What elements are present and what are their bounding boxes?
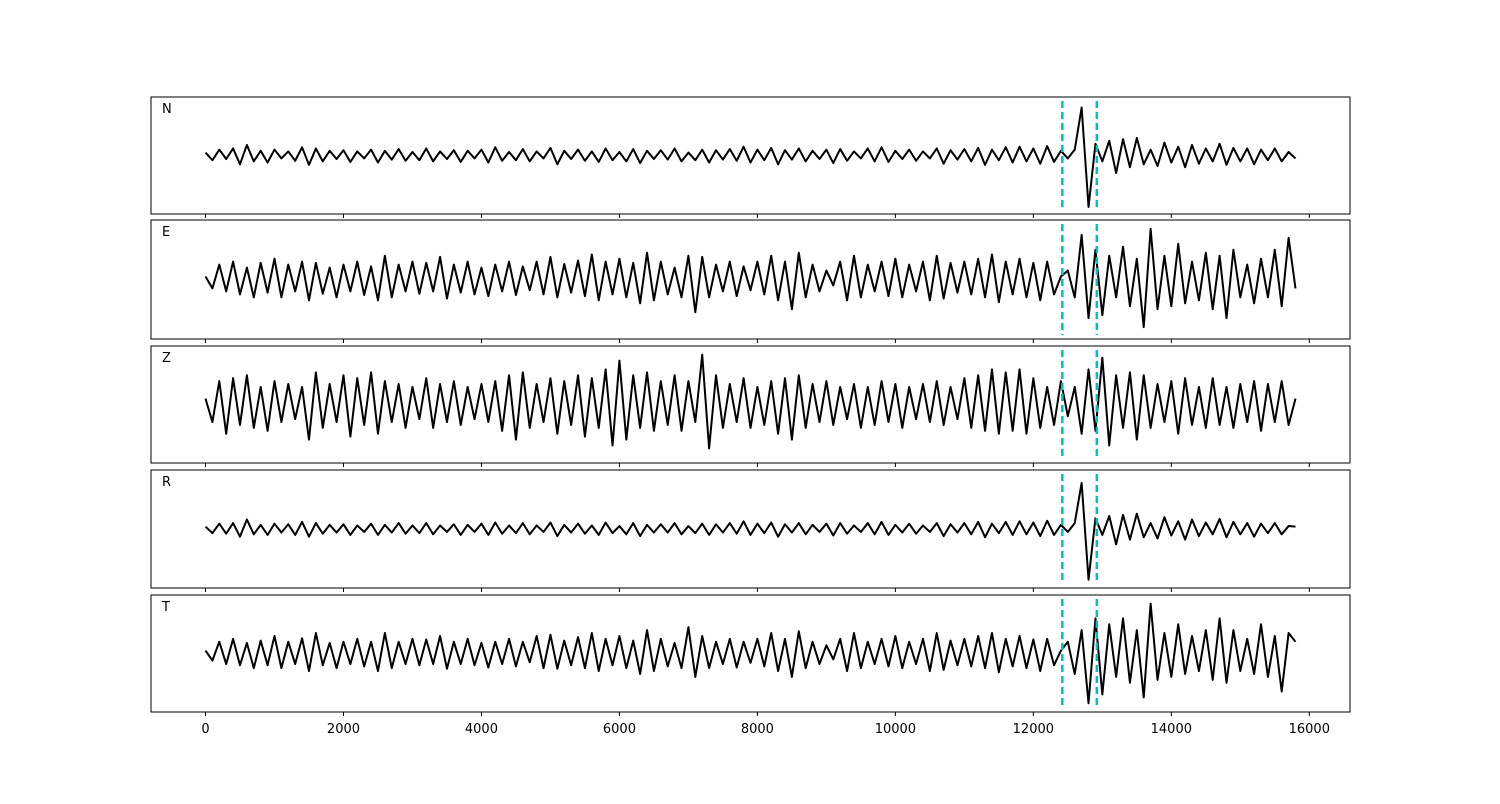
x-tick-label: 2000: [327, 722, 360, 737]
x-tick-label: 12000: [1013, 722, 1054, 737]
panel-label: T: [161, 600, 170, 615]
x-tick-label: 14000: [1151, 722, 1192, 737]
trace: [204, 227, 1297, 329]
x-tick-label: 16000: [1289, 722, 1330, 737]
x-tick-label: 0: [201, 722, 209, 737]
x-tick-label: 6000: [603, 722, 636, 737]
panel-frame: [150, 96, 1351, 215]
panel-frame: [150, 469, 1351, 589]
trace: [204, 602, 1297, 705]
panel-frame: [150, 219, 1351, 340]
panel-frame: [150, 345, 1351, 464]
panel-label: Z: [162, 351, 171, 366]
x-tick-label: 10000: [875, 722, 916, 737]
panel-label: E: [162, 225, 170, 240]
x-tick-label: 4000: [465, 722, 498, 737]
trace: [204, 353, 1297, 450]
panel-label: R: [162, 475, 171, 490]
panel-frame: [150, 594, 1351, 713]
trace: [204, 481, 1296, 581]
x-tick-label: 8000: [741, 722, 774, 737]
trace: [204, 106, 1297, 208]
panel-label: N: [162, 102, 172, 117]
